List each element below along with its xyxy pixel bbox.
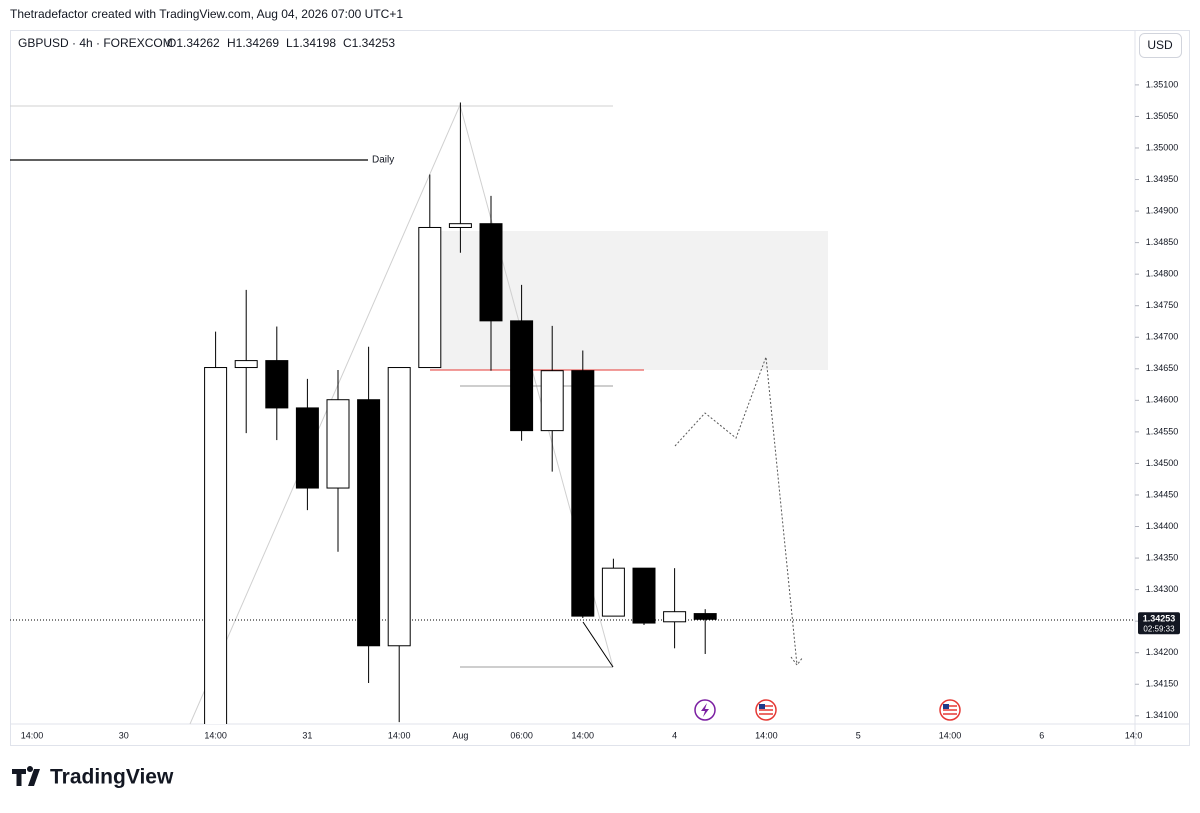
x-tick-label: 31 [302, 730, 312, 740]
countdown: 02:59:33 [1143, 624, 1175, 633]
candle-body [234, 360, 258, 369]
candle-body [571, 370, 595, 617]
x-tick-label: 14:00 [939, 730, 962, 740]
candle-body [448, 223, 472, 228]
logo: TradingView [12, 766, 174, 789]
annotation: Daily [372, 155, 394, 166]
candle-body [418, 226, 442, 369]
x-tick-label: 14:00 [755, 730, 778, 740]
y-tick-label: 1.34950 [1146, 174, 1179, 184]
y-tick-label: 1.34100 [1146, 710, 1179, 720]
y-tick-label: 1.34550 [1146, 426, 1179, 436]
candle-body [265, 360, 289, 409]
candle-body [204, 367, 228, 724]
y-tick-label: 1.34700 [1146, 332, 1179, 342]
x-tick-label: 6 [1039, 730, 1044, 740]
header: GBPUSD · 4h · FOREXCOM O1.34262 H1.34269… [18, 36, 395, 50]
ohlc-high: H1.34269 [227, 36, 279, 50]
y-tick-label: 1.34800 [1146, 269, 1179, 279]
y-tick-label: 1.35050 [1146, 111, 1179, 121]
projection [674, 356, 798, 666]
event-icon-us[interactable] [755, 699, 777, 721]
y-tick-label: 1.34650 [1146, 363, 1179, 373]
y-tick-label: 1.35000 [1146, 142, 1179, 152]
y-tick-label: 1.34750 [1146, 300, 1179, 310]
x-tick-label: 5 [856, 730, 861, 740]
y-tick-label: 1.34600 [1146, 395, 1179, 405]
candle-body [510, 320, 534, 432]
x-tick-label: 4 [672, 730, 677, 740]
candle-body [387, 367, 411, 647]
candle-body [663, 611, 687, 623]
y-tick-label: 1.34850 [1146, 237, 1179, 247]
currency-button[interactable] [1139, 33, 1182, 58]
y-tick-label: 1.34200 [1146, 647, 1179, 657]
ohlc-open: O1.34262 [167, 36, 220, 50]
symbol: GBPUSD · 4h · FOREXCOM [18, 36, 173, 50]
y-tick-label: 1.34450 [1146, 489, 1179, 499]
y-tick-label: 1.34400 [1146, 521, 1179, 531]
candle-body [693, 613, 717, 620]
brand: TradingView [50, 766, 174, 789]
ohlc-close: C1.34253 [343, 36, 395, 50]
x-tick-label: 14:00 [388, 730, 411, 740]
event-icon-us[interactable] [939, 699, 961, 721]
y-tick-label: 1.34900 [1146, 205, 1179, 215]
last-price-label: 1.34253 [1143, 614, 1176, 624]
event-bolt [701, 703, 709, 717]
events [694, 699, 961, 721]
projection-arrow [790, 656, 804, 666]
candles [204, 102, 717, 724]
candle-body [632, 567, 656, 624]
candle-body [540, 370, 564, 432]
y-tick-label: 1.34500 [1146, 458, 1179, 468]
x-tick-label: 14:00 [572, 730, 595, 740]
x-tick-label: 14:00 [21, 730, 44, 740]
candle-body [326, 399, 350, 489]
last-price-tag [1138, 612, 1180, 635]
candle-body [295, 407, 319, 489]
candle-body [479, 223, 503, 322]
x-tick-label: Aug [452, 730, 468, 740]
swing-line [582, 621, 614, 668]
candle-body [601, 567, 625, 617]
y-tick-label: 1.35100 [1146, 79, 1179, 89]
x-tick-label: 14:0 [1125, 730, 1143, 740]
y-tick-label: 1.34350 [1146, 552, 1179, 562]
y-tick-label: 1.34150 [1146, 679, 1179, 689]
x-tick-label: 30 [119, 730, 129, 740]
ohlc-low: L1.34198 [286, 36, 336, 50]
x-tick-label: 14:00 [204, 730, 227, 740]
chart-frame [10, 30, 1190, 746]
currency[interactable]: USD [1147, 38, 1173, 52]
watermark: Thetradefactor created with TradingView.… [10, 7, 403, 21]
y-tick-label: 1.34300 [1146, 584, 1179, 594]
x-tick-label: 06:00 [510, 730, 533, 740]
candle-body [357, 399, 381, 647]
